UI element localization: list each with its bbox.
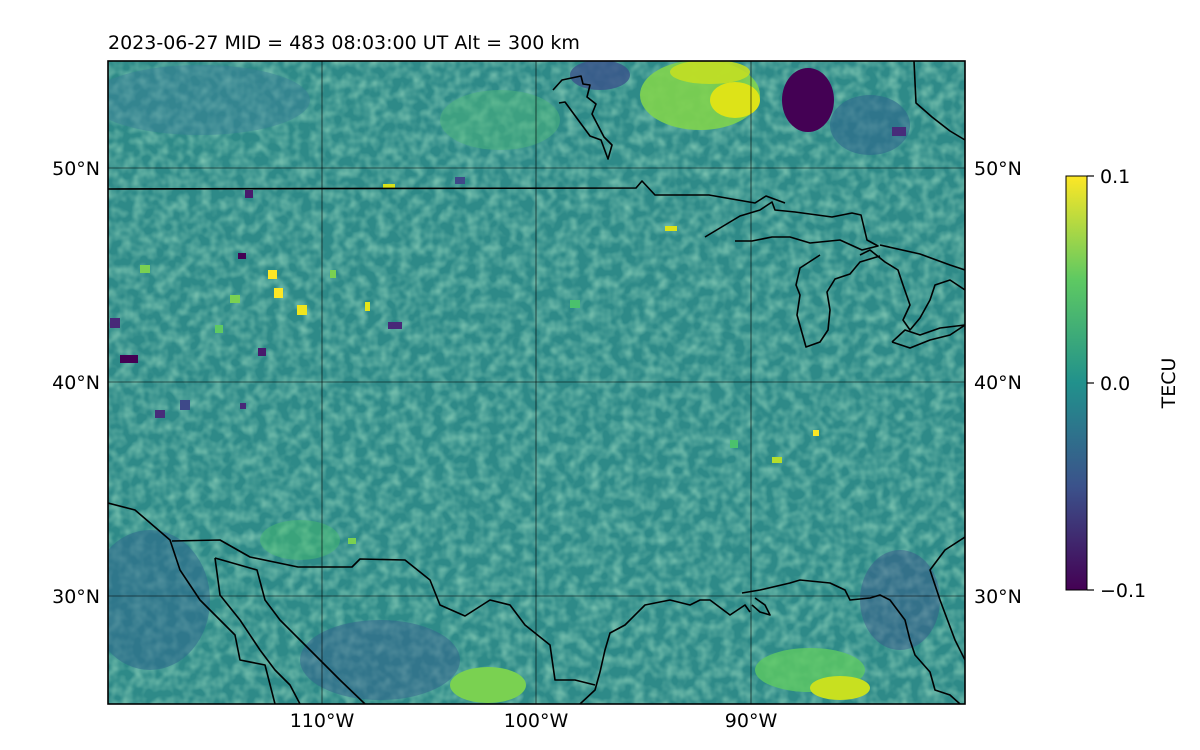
patch-blue-south xyxy=(300,620,460,700)
colorbar: 0.1 0.0 −0.1 TECU xyxy=(1065,166,1180,602)
patch-blue-southwest xyxy=(108,530,210,670)
colorbar-label: TECU xyxy=(1158,358,1180,410)
spot xyxy=(230,295,240,303)
patch-blue-northeast xyxy=(830,95,910,155)
spot xyxy=(180,400,190,410)
us-canada-border xyxy=(108,180,786,204)
spot xyxy=(245,190,253,198)
spot xyxy=(240,403,246,409)
lat-label-left: 40°N xyxy=(52,372,100,394)
speckle-spots xyxy=(110,127,906,544)
map-texture xyxy=(108,61,965,704)
lat-label-left: 50°N xyxy=(52,158,100,180)
spot xyxy=(730,440,738,448)
spot xyxy=(330,270,336,278)
patch-green-north xyxy=(440,90,560,150)
spot xyxy=(383,184,395,189)
patch-green-south xyxy=(450,667,526,703)
spot xyxy=(110,318,120,328)
spot xyxy=(365,302,370,311)
florida-west-coast xyxy=(929,536,965,661)
graticule xyxy=(108,61,965,704)
lat-label-right: 50°N xyxy=(974,158,1022,180)
colorbar-tick-label: 0.0 xyxy=(1100,373,1130,395)
patch-green-southwest xyxy=(260,520,340,560)
gulf-of-california-east xyxy=(214,557,366,704)
lon-label: 90°W xyxy=(725,710,778,732)
spot xyxy=(238,253,246,259)
spot xyxy=(348,538,356,544)
spot xyxy=(268,270,277,279)
mexico-gulf-coast xyxy=(579,599,751,704)
lakes-erie-ontario xyxy=(891,324,965,349)
spot xyxy=(155,410,165,418)
spot xyxy=(297,305,307,315)
spot xyxy=(274,288,283,298)
spot xyxy=(388,322,402,329)
lake-superior-shore xyxy=(704,201,879,251)
mississippi-delta xyxy=(751,597,771,616)
ontario-quebec-shore xyxy=(879,244,965,271)
map-frame xyxy=(107,60,966,705)
colorbar-gradient xyxy=(1065,175,1088,591)
lake-michigan-shore xyxy=(795,254,881,348)
gulf-of-california-west xyxy=(214,557,301,704)
spot xyxy=(215,325,223,333)
patch-blue-southeast xyxy=(860,550,940,650)
spot xyxy=(772,457,782,463)
spot xyxy=(455,177,465,184)
colorbar-tick-label: 0.1 xyxy=(1100,166,1130,188)
east-coast-top xyxy=(913,61,965,141)
patch-bluish-northwest xyxy=(108,65,310,135)
coastlines xyxy=(108,61,965,704)
spot xyxy=(258,348,266,356)
spot xyxy=(665,226,677,231)
patch-blue-top xyxy=(570,61,630,90)
lon-label: 110°W xyxy=(290,710,355,732)
colorbar-tick-label: −0.1 xyxy=(1100,580,1146,602)
patch-yellow-top xyxy=(670,61,750,84)
spot xyxy=(120,355,138,363)
map-title: 2023-06-27 MID = 483 08:03:00 UT Alt = 3… xyxy=(108,32,580,54)
lat-label-right: 30°N xyxy=(974,586,1022,608)
pacific-coast-baja xyxy=(108,502,276,704)
lon-label: 100°W xyxy=(504,710,569,732)
spot xyxy=(570,300,580,308)
patch-purple-northeast xyxy=(782,68,834,132)
patch-yellow-northeast xyxy=(710,82,760,118)
us-gulf-coast xyxy=(741,579,961,704)
tec-map xyxy=(108,61,965,704)
lake-huron-shore xyxy=(859,249,965,331)
lat-label-left: 30°N xyxy=(52,586,100,608)
anomaly-patches xyxy=(108,61,940,703)
lat-label-right: 40°N xyxy=(974,372,1022,394)
patch-yellow-gulf xyxy=(810,676,870,700)
james-bay-shore xyxy=(552,75,613,160)
spot xyxy=(892,127,906,136)
spot xyxy=(140,265,150,273)
us-mexico-border xyxy=(171,539,596,686)
spot xyxy=(813,430,819,436)
